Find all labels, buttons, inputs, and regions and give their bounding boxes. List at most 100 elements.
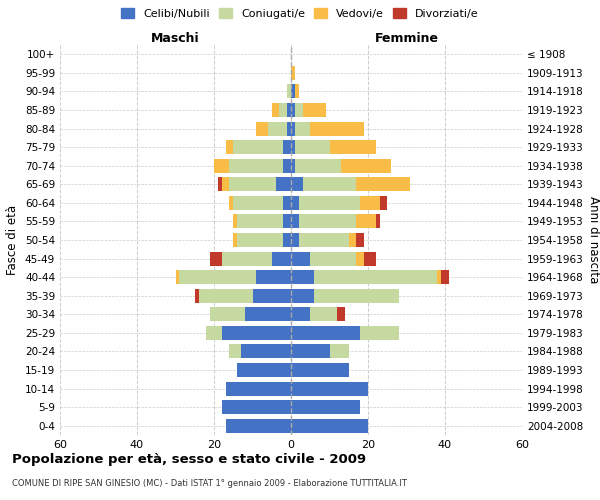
Bar: [229, 159, 283, 172]
Bar: [437, 270, 441, 284]
Bar: [291, 159, 295, 172]
Y-axis label: Fasce di età: Fasce di età: [7, 205, 19, 275]
Bar: [356, 178, 410, 191]
Bar: [179, 270, 256, 284]
Bar: [283, 214, 291, 228]
Text: COMUNE DI RIPE SAN GINESIO (MC) - Dati ISTAT 1° gennaio 2009 - Elaborazione TUTT: COMUNE DI RIPE SAN GINESIO (MC) - Dati I…: [12, 479, 407, 488]
Bar: [229, 344, 241, 358]
Bar: [295, 84, 299, 98]
Text: Maschi: Maschi: [151, 32, 200, 45]
Bar: [341, 159, 391, 172]
Bar: [226, 140, 233, 154]
Bar: [237, 363, 291, 377]
Bar: [256, 270, 291, 284]
Bar: [214, 159, 229, 172]
Bar: [283, 140, 291, 154]
Bar: [314, 289, 399, 302]
Bar: [329, 140, 376, 154]
Bar: [310, 252, 356, 266]
Bar: [241, 344, 291, 358]
Bar: [360, 326, 399, 340]
Bar: [291, 233, 299, 247]
Bar: [233, 196, 283, 210]
Bar: [287, 84, 291, 98]
Legend: Celibi/Nubili, Coniugati/e, Vedovi/e, Divorziati/e: Celibi/Nubili, Coniugati/e, Vedovi/e, Di…: [119, 6, 481, 21]
Bar: [349, 233, 356, 247]
Bar: [310, 308, 337, 322]
Y-axis label: Anni di nascita: Anni di nascita: [587, 196, 600, 284]
Bar: [233, 214, 237, 228]
Bar: [222, 400, 291, 414]
Bar: [268, 122, 287, 136]
Bar: [295, 103, 302, 117]
Bar: [222, 178, 229, 191]
Bar: [291, 140, 295, 154]
Bar: [291, 103, 295, 117]
Bar: [291, 382, 368, 396]
Bar: [291, 270, 314, 284]
Bar: [356, 233, 364, 247]
Bar: [291, 196, 299, 210]
Bar: [295, 159, 341, 172]
Bar: [295, 140, 329, 154]
Bar: [195, 289, 199, 302]
Bar: [272, 103, 280, 117]
Bar: [291, 178, 302, 191]
Bar: [176, 270, 179, 284]
Bar: [229, 196, 233, 210]
Bar: [210, 308, 245, 322]
Bar: [291, 252, 310, 266]
Bar: [222, 252, 272, 266]
Bar: [360, 196, 380, 210]
Bar: [380, 196, 387, 210]
Bar: [206, 326, 222, 340]
Text: Femmine: Femmine: [374, 32, 439, 45]
Bar: [245, 308, 291, 322]
Bar: [310, 122, 364, 136]
Bar: [280, 103, 287, 117]
Bar: [210, 252, 222, 266]
Bar: [287, 103, 291, 117]
Bar: [237, 214, 283, 228]
Bar: [364, 252, 376, 266]
Bar: [253, 289, 291, 302]
Bar: [291, 122, 295, 136]
Bar: [329, 344, 349, 358]
Bar: [199, 289, 253, 302]
Bar: [237, 233, 283, 247]
Bar: [356, 214, 376, 228]
Bar: [226, 419, 291, 432]
Bar: [441, 270, 449, 284]
Bar: [291, 214, 299, 228]
Bar: [299, 214, 356, 228]
Bar: [291, 84, 295, 98]
Bar: [256, 122, 268, 136]
Bar: [283, 233, 291, 247]
Bar: [291, 363, 349, 377]
Bar: [233, 233, 237, 247]
Bar: [283, 159, 291, 172]
Bar: [229, 178, 275, 191]
Bar: [291, 66, 295, 80]
Bar: [291, 326, 360, 340]
Bar: [299, 196, 360, 210]
Bar: [295, 122, 310, 136]
Bar: [291, 344, 329, 358]
Bar: [291, 308, 310, 322]
Bar: [283, 196, 291, 210]
Bar: [356, 252, 364, 266]
Bar: [287, 122, 291, 136]
Bar: [218, 178, 222, 191]
Bar: [291, 400, 360, 414]
Bar: [272, 252, 291, 266]
Text: Popolazione per età, sesso e stato civile - 2009: Popolazione per età, sesso e stato civil…: [12, 452, 366, 466]
Bar: [222, 326, 291, 340]
Bar: [302, 178, 356, 191]
Bar: [233, 140, 283, 154]
Bar: [302, 103, 326, 117]
Bar: [226, 382, 291, 396]
Bar: [337, 308, 345, 322]
Bar: [275, 178, 291, 191]
Bar: [291, 289, 314, 302]
Bar: [314, 270, 437, 284]
